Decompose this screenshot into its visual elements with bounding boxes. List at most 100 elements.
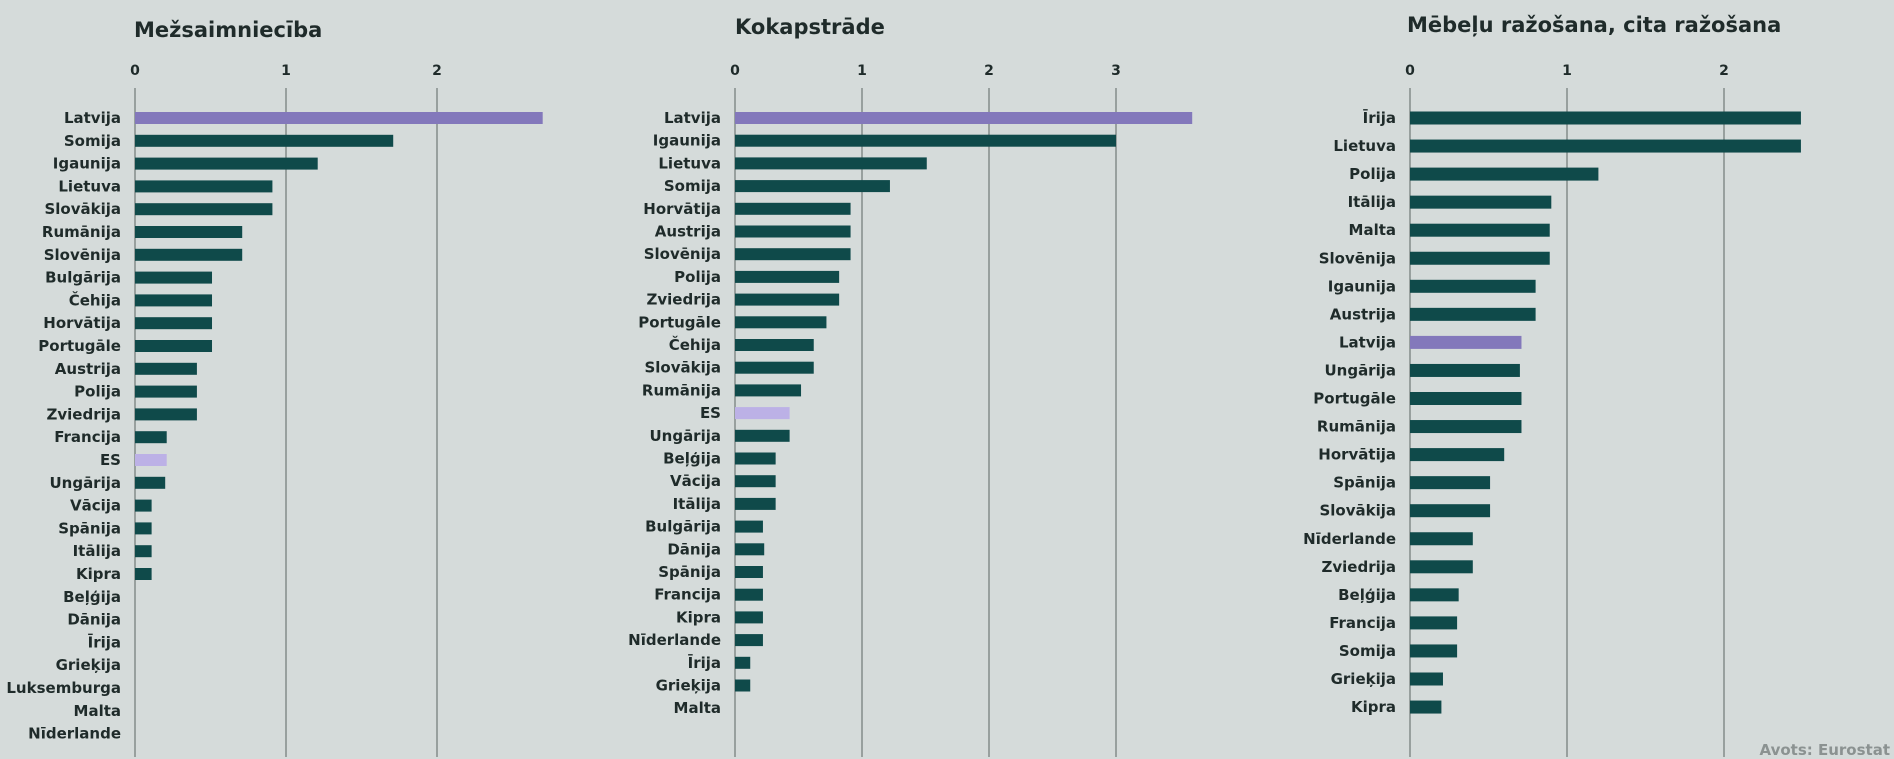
category-label: Zviedrija	[46, 405, 121, 423]
category-label: Īrija	[1363, 107, 1396, 127]
bar	[1410, 279, 1536, 293]
bar	[135, 340, 213, 352]
bar	[1410, 139, 1801, 153]
bar	[1410, 560, 1473, 574]
category-label: Horvātija	[643, 200, 721, 218]
bar	[735, 634, 763, 647]
bar	[735, 429, 790, 442]
bar	[735, 134, 1116, 147]
chart-title: Mežsaimniecība	[134, 18, 322, 42]
category-label: Malta	[1349, 221, 1396, 239]
category-label: Slovākija	[44, 200, 121, 218]
category-label: Igaunija	[653, 132, 721, 150]
x-tick-label: 1	[1562, 63, 1572, 79]
category-label: Portugāle	[38, 337, 121, 355]
category-label: Austrija	[655, 223, 721, 241]
category-label: Grieķija	[1331, 670, 1396, 688]
bar	[135, 271, 213, 284]
category-label: Nīderlande	[28, 725, 121, 743]
category-label: Kipra	[676, 608, 721, 626]
bar	[1410, 335, 1522, 349]
x-tick-label: 0	[730, 63, 740, 79]
bar	[735, 611, 763, 624]
bar	[135, 408, 197, 421]
bar	[735, 248, 851, 261]
category-label: Horvātija	[43, 314, 121, 332]
bar	[735, 339, 814, 351]
bar	[1410, 111, 1801, 125]
chart-title: Mēbeļu ražošana, cita ražošana	[1407, 13, 1781, 37]
x-tick-label: 2	[984, 63, 994, 79]
category-label: Kipra	[76, 565, 121, 583]
category-label: Igaunija	[1328, 277, 1396, 295]
bar	[735, 656, 751, 669]
category-label: Polija	[674, 268, 721, 286]
bar	[735, 520, 763, 533]
category-label: Rumānija	[642, 381, 721, 399]
bar	[735, 157, 927, 170]
category-label: Slovākija	[1319, 502, 1396, 520]
bar	[735, 361, 814, 374]
category-label: Dānija	[667, 540, 721, 558]
bar	[735, 543, 765, 556]
chart-title: Kokapstrāde	[735, 15, 885, 39]
bar	[135, 545, 152, 558]
bar	[135, 180, 273, 193]
bar	[1410, 700, 1442, 714]
category-label: Zviedrija	[1321, 558, 1396, 576]
category-label: Itālija	[73, 542, 121, 560]
category-label: Spānija	[58, 519, 121, 537]
x-tick-label: 0	[130, 63, 140, 79]
bar	[1410, 644, 1458, 658]
category-label: Zviedrija	[646, 291, 721, 309]
chart-kokapstrade: Kokapstrāde 0 1 2 3 Latvija Igaunija Lietuva Som…	[628, 15, 1193, 757]
category-label: Luksemburga	[6, 679, 121, 697]
bar	[735, 202, 851, 215]
category-label: Slovākija	[644, 359, 721, 377]
category-label: Spānija	[1333, 474, 1396, 492]
bar	[135, 317, 213, 330]
bar	[135, 362, 197, 375]
category-label: Lietuva	[58, 177, 121, 195]
category-label: Kipra	[1351, 698, 1396, 716]
category-label: Grieķija	[56, 656, 121, 674]
category-label: ES	[100, 451, 121, 469]
x-tick-label: 0	[1405, 63, 1415, 79]
bar	[735, 452, 776, 465]
chart-mebelu-razosana: Mēbeļu ražošana, cita ražošana 0 1 2 Īrija Li…	[1303, 13, 1801, 757]
bar	[135, 385, 197, 398]
bar	[1410, 167, 1599, 181]
category-label: Čehija	[669, 335, 721, 354]
category-label: Francija	[54, 428, 121, 446]
category-label: Dānija	[67, 611, 121, 629]
category-label: Ungārija	[1324, 361, 1396, 379]
bar	[135, 454, 167, 466]
category-label: Igaunija	[53, 155, 121, 173]
category-label: Itālija	[673, 495, 721, 513]
bar	[135, 522, 152, 535]
category-label: Latvija	[664, 109, 721, 127]
bar	[735, 225, 851, 238]
category-label: Somija	[664, 177, 721, 195]
bar	[135, 112, 543, 124]
category-label: Īrija	[88, 631, 121, 651]
bar	[735, 384, 802, 397]
bar	[1410, 223, 1550, 237]
category-label: Grieķija	[656, 677, 721, 695]
category-label: Polija	[74, 383, 121, 401]
bar	[1410, 195, 1552, 209]
category-label: Bulgārija	[45, 269, 121, 287]
bar	[735, 407, 790, 420]
category-label: Slovēnija	[44, 246, 121, 264]
category-label: Portugāle	[1313, 390, 1396, 408]
bar	[135, 294, 213, 307]
x-tick-label: 3	[1111, 63, 1121, 79]
category-label: Polija	[1349, 165, 1396, 183]
category-label: Portugāle	[638, 313, 721, 331]
bar	[1410, 532, 1473, 546]
bar	[1410, 588, 1459, 602]
chart-mezsaimnieciba: Mežsaimniecība 0 1 2 Latvija Somija Igaunija Li…	[6, 18, 543, 757]
bar	[1410, 251, 1550, 265]
x-tick-label: 2	[1719, 63, 1729, 79]
bar	[735, 112, 1193, 124]
